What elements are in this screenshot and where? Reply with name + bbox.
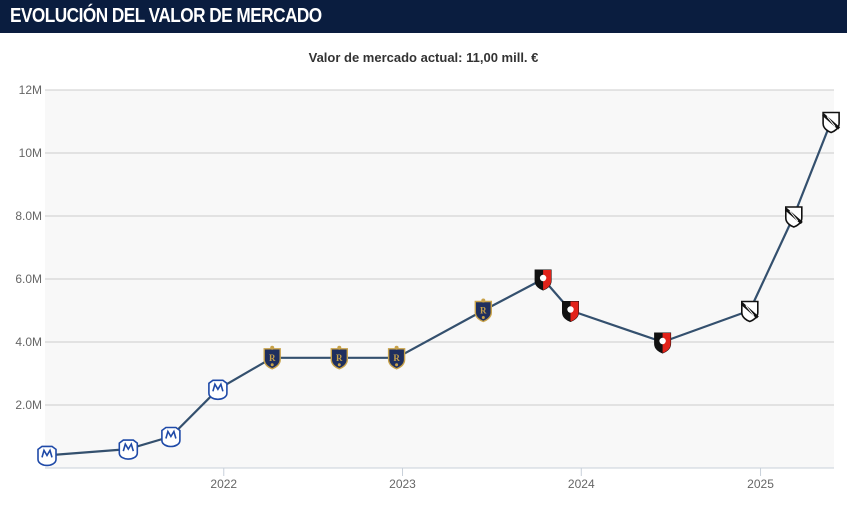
x-tick-label: 2022 <box>210 477 237 491</box>
crest-half <box>570 301 579 322</box>
y-tick-label: 12M <box>19 83 42 97</box>
x-tick-label: 2025 <box>747 477 774 491</box>
crest-mark <box>212 382 224 392</box>
real-salt-lake-crest-icon: R <box>387 345 406 370</box>
crest-shape <box>474 300 492 323</box>
crest-center <box>567 306 574 313</box>
crest-crown <box>337 345 342 350</box>
header-title: EVOLUCIÓN DEL VALOR DE MERCADO <box>10 5 322 27</box>
crest-center <box>539 274 547 282</box>
rennes-crest-icon <box>534 269 552 291</box>
crest-crown <box>481 298 486 303</box>
millonarios-crest-icon <box>37 445 57 467</box>
y-tick-label: 10M <box>19 146 42 160</box>
x-tick-label: 2023 <box>389 477 416 491</box>
vasco-crest-icon <box>740 300 759 323</box>
crest-crown <box>394 345 399 350</box>
y-tick-label: 4.0M <box>15 335 42 349</box>
crest-ball <box>270 363 274 367</box>
crest-mark <box>122 442 135 452</box>
y-tick-label: 2.0M <box>15 398 42 412</box>
crest-center <box>659 337 666 345</box>
real-salt-lake-crest-icon: R <box>330 345 348 370</box>
rennes-crest-icon <box>654 332 672 354</box>
millonarios-crest-icon <box>118 439 139 460</box>
crest-detail <box>789 210 799 222</box>
crest-ball <box>395 363 399 367</box>
chart-subtitle: Valor de mercado actual: 11,00 mill. € <box>308 50 539 65</box>
crest-half <box>662 333 671 353</box>
vasco-crest-icon <box>822 111 841 134</box>
crest-crown <box>270 345 275 350</box>
crest-letter: R <box>393 353 400 363</box>
y-tick-label: 8.0M <box>15 209 42 223</box>
crest-mark <box>165 429 177 439</box>
crest-shape <box>263 348 281 370</box>
crest-ball <box>481 316 485 319</box>
crest-ball <box>337 363 341 367</box>
crest-half <box>543 270 552 290</box>
crest-letter: R <box>480 306 487 316</box>
crest-detail <box>826 116 836 127</box>
crest-shape <box>330 348 348 370</box>
millonarios-crest-icon <box>161 426 181 448</box>
crest-detail <box>745 305 755 316</box>
rennes-crest-icon <box>562 301 579 323</box>
vasco-crest-icon <box>784 206 803 228</box>
real-salt-lake-crest-icon: R <box>263 345 281 370</box>
crest-letter: R <box>336 353 343 363</box>
y-tick-label: 6.0M <box>15 272 42 286</box>
chart-header: EVOLUCIÓN DEL VALOR DE MERCADO <box>0 0 847 33</box>
crest-mark <box>41 448 53 458</box>
millonarios-crest-icon <box>208 379 228 401</box>
crest-shape <box>387 348 406 370</box>
real-salt-lake-crest-icon: R <box>474 298 492 323</box>
x-tick-label: 2024 <box>568 477 595 491</box>
crest-letter: R <box>269 353 276 363</box>
